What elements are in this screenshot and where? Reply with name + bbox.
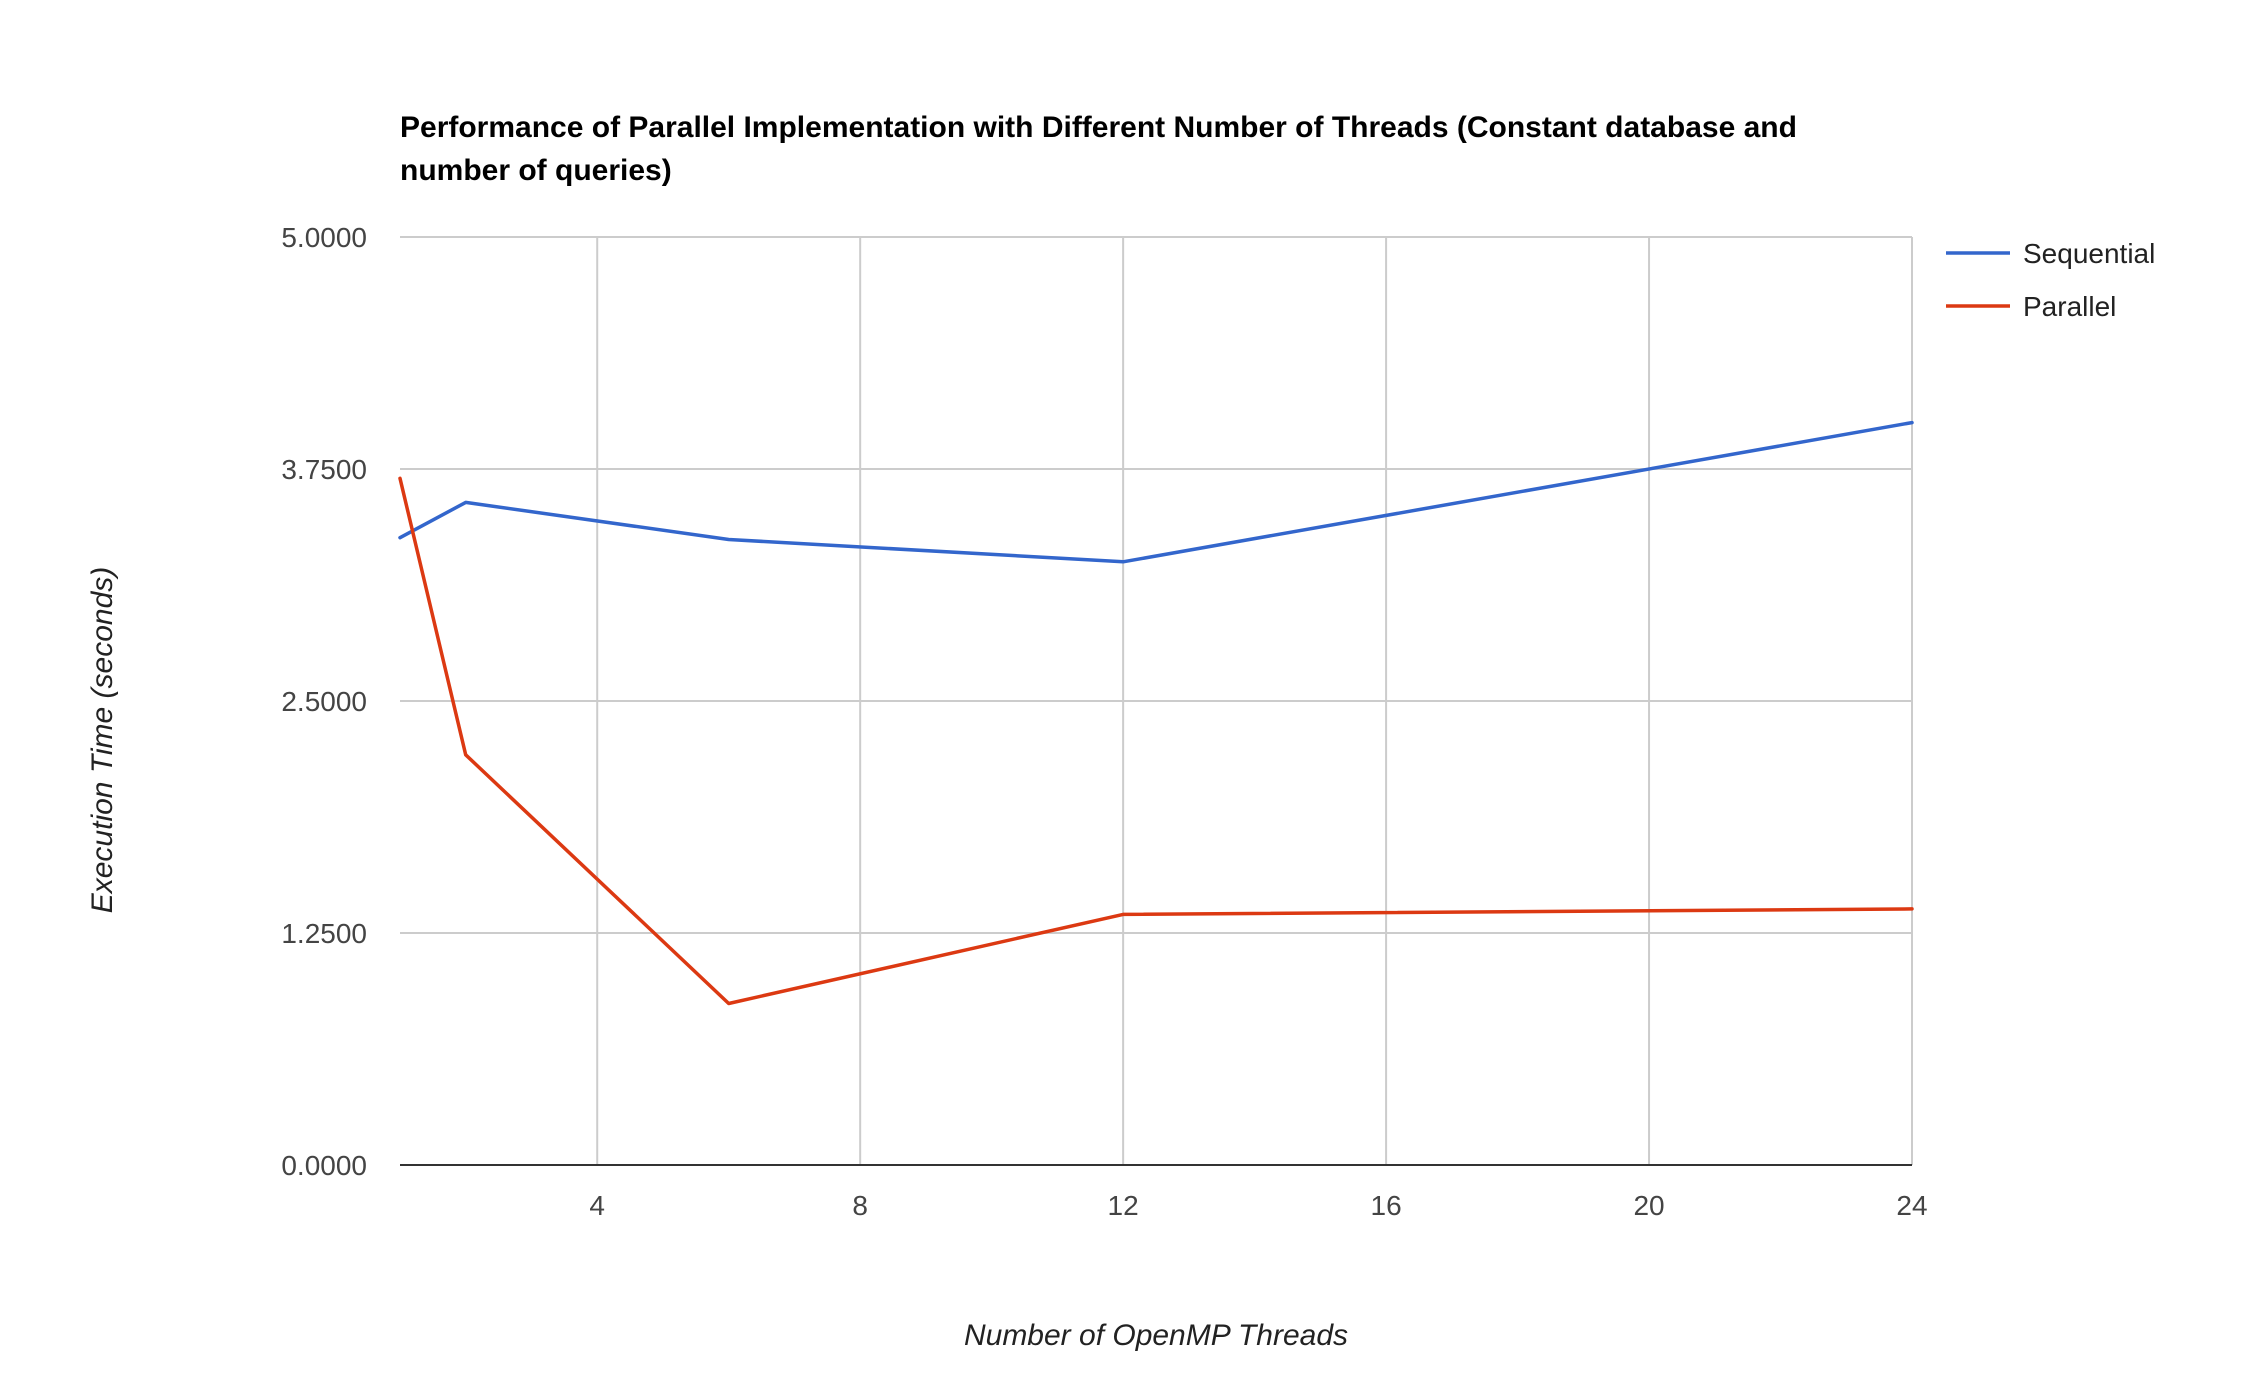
x-tick-label: 20: [1633, 1190, 1664, 1221]
series-line-parallel: [398, 476, 1914, 1006]
x-tick-label: 16: [1371, 1190, 1402, 1221]
y-axis-ticks: 0.0000 1.2500 2.5000 3.7500 5.0000: [281, 222, 367, 1181]
y-axis-title: Execution Time (seconds): [86, 567, 119, 914]
x-tick-label: 8: [852, 1190, 868, 1221]
series-line-sequential: [398, 420, 1914, 564]
x-tick-label: 12: [1108, 1190, 1139, 1221]
x-axis-title: Number of OpenMP Threads: [964, 1319, 1348, 1352]
x-axis-ticks: 4 8 12 16 20 24: [589, 1190, 1927, 1221]
x-tick-label: 24: [1896, 1190, 1927, 1221]
y-tick-label: 0.0000: [281, 1150, 367, 1181]
chart-title: Performance of Parallel Implementation w…: [400, 111, 1797, 187]
y-tick-label: 5.0000: [281, 222, 367, 253]
legend-label: Sequential: [2023, 238, 2155, 269]
legend-item-parallel[interactable]: Parallel: [1946, 291, 2116, 322]
x-tick-label: 4: [589, 1190, 605, 1221]
y-tick-label: 2.5000: [281, 686, 367, 717]
y-tick-label: 1.2500: [281, 918, 367, 949]
legend-item-sequential[interactable]: Sequential: [1946, 238, 2155, 269]
chart-title-line-2: number of queries): [400, 154, 672, 187]
chart-legend[interactable]: Sequential Parallel: [1946, 238, 2155, 322]
y-tick-label: 3.7500: [281, 454, 367, 485]
chart-title-line-1: Performance of Parallel Implementation w…: [400, 111, 1797, 144]
legend-label: Parallel: [2023, 291, 2116, 322]
data-series: [398, 420, 1914, 1006]
gridlines: [400, 236, 1913, 1165]
